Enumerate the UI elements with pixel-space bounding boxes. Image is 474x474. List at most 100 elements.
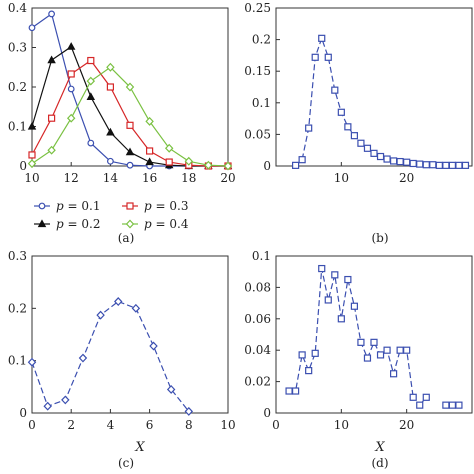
x-tick-label: 20 [399, 418, 414, 432]
y-tick-label: 0.3 [8, 41, 27, 55]
plot-frame [31, 255, 229, 414]
data-point [435, 161, 443, 169]
data-point [292, 387, 300, 395]
x-tick-label: 0 [28, 418, 36, 432]
x-tick-label: 8 [185, 418, 193, 432]
data-point [87, 56, 95, 65]
data-point [165, 158, 173, 166]
y-tick-label: 0 [263, 406, 271, 420]
data-point [357, 338, 365, 346]
data-point [43, 401, 52, 411]
data-point [61, 395, 70, 405]
plot-frame [275, 255, 473, 414]
data-point [106, 83, 115, 91]
y-tick-label: 0.2 [8, 301, 27, 315]
series-line [289, 268, 414, 398]
panel-caption: (c) [118, 456, 134, 470]
x-tick-label: 6 [146, 418, 154, 432]
x-tick-label: 18 [181, 171, 196, 185]
y-tick-label: 0.04 [244, 343, 271, 357]
y-tick-label: 0.1 [252, 249, 271, 263]
data-point [184, 156, 194, 166]
data-point [344, 123, 352, 131]
legend-label: p = 0.2 [56, 217, 100, 231]
data-point [403, 346, 411, 354]
data-point [67, 85, 75, 93]
data-point [305, 124, 313, 132]
x-tick-label: 0 [272, 418, 280, 432]
data-point [363, 354, 372, 362]
series-line [295, 36, 466, 166]
data-point [376, 152, 385, 161]
data-point [344, 275, 352, 284]
data-point [27, 121, 37, 130]
series [292, 34, 470, 169]
data-point [305, 367, 313, 375]
x-tick-label: 4 [107, 418, 115, 432]
y-tick-label: 0.4 [8, 1, 27, 15]
x-tick-label: 10 [334, 171, 349, 185]
y-tick-label: 0.02 [244, 375, 271, 389]
data-point [409, 159, 417, 168]
y-tick-label: 0.08 [244, 280, 271, 294]
data-point [350, 302, 358, 310]
data-point [67, 70, 75, 78]
data-point [311, 53, 319, 61]
data-point [298, 351, 306, 359]
data-point [422, 393, 430, 401]
legend-label-value: = 0.3 [152, 199, 189, 213]
data-point [149, 341, 158, 351]
data-point [383, 346, 391, 354]
legend-label-value: = 0.2 [64, 217, 101, 231]
data-point [396, 157, 404, 166]
data-point [396, 346, 404, 354]
data-point [318, 34, 326, 42]
data-point [106, 127, 115, 136]
series [285, 264, 463, 409]
data-point [204, 160, 213, 170]
data-point [337, 108, 345, 116]
data-point [331, 271, 339, 279]
data-point [370, 149, 378, 157]
data-point [126, 121, 134, 129]
y-tick-label: 0.15 [244, 64, 271, 78]
data-point [383, 155, 391, 163]
series [27, 62, 233, 171]
x-tick-label: 14 [103, 171, 119, 185]
y-tick-label: 0.1 [252, 96, 271, 110]
data-point [390, 370, 398, 378]
legend-marker [38, 202, 46, 210]
chart-panel: 0 0.02 0.04 0.06 0.08 0.1 0 10 20 (d)X [244, 249, 473, 470]
legend-marker [37, 219, 47, 228]
data-point [370, 338, 378, 346]
y-tick-label: 0.3 [8, 249, 27, 263]
data-point [96, 310, 105, 320]
data-point [442, 401, 450, 409]
data-point [461, 161, 470, 169]
y-tick-label: 0.06 [244, 312, 271, 326]
y-tick-label: 0.25 [244, 1, 271, 15]
data-point [106, 62, 115, 72]
data-point [350, 132, 358, 140]
y-tick-label: 0 [19, 406, 27, 420]
data-point [184, 406, 194, 416]
data-point [166, 384, 176, 394]
data-point [28, 24, 36, 32]
x-axis-label: X [134, 440, 145, 455]
data-point [448, 161, 456, 169]
data-point [47, 145, 56, 155]
data-point [126, 161, 134, 169]
series-line [31, 300, 190, 412]
data-point [27, 159, 37, 169]
data-point [331, 86, 339, 94]
legend-label: p = 0.4 [144, 217, 189, 231]
y-tick-label: 0.05 [244, 127, 271, 141]
plot-frame [275, 7, 473, 167]
legend: p = 0.1 p = 0.2 p = 0.3 p = 0.4 [34, 199, 189, 231]
x-tick-label: 10 [220, 418, 235, 432]
legend-label: p = 0.1 [56, 199, 100, 213]
x-tick-label: 20 [220, 171, 235, 185]
data-point [114, 297, 123, 307]
data-point [409, 393, 417, 401]
legend-label-value: = 0.1 [64, 199, 101, 213]
